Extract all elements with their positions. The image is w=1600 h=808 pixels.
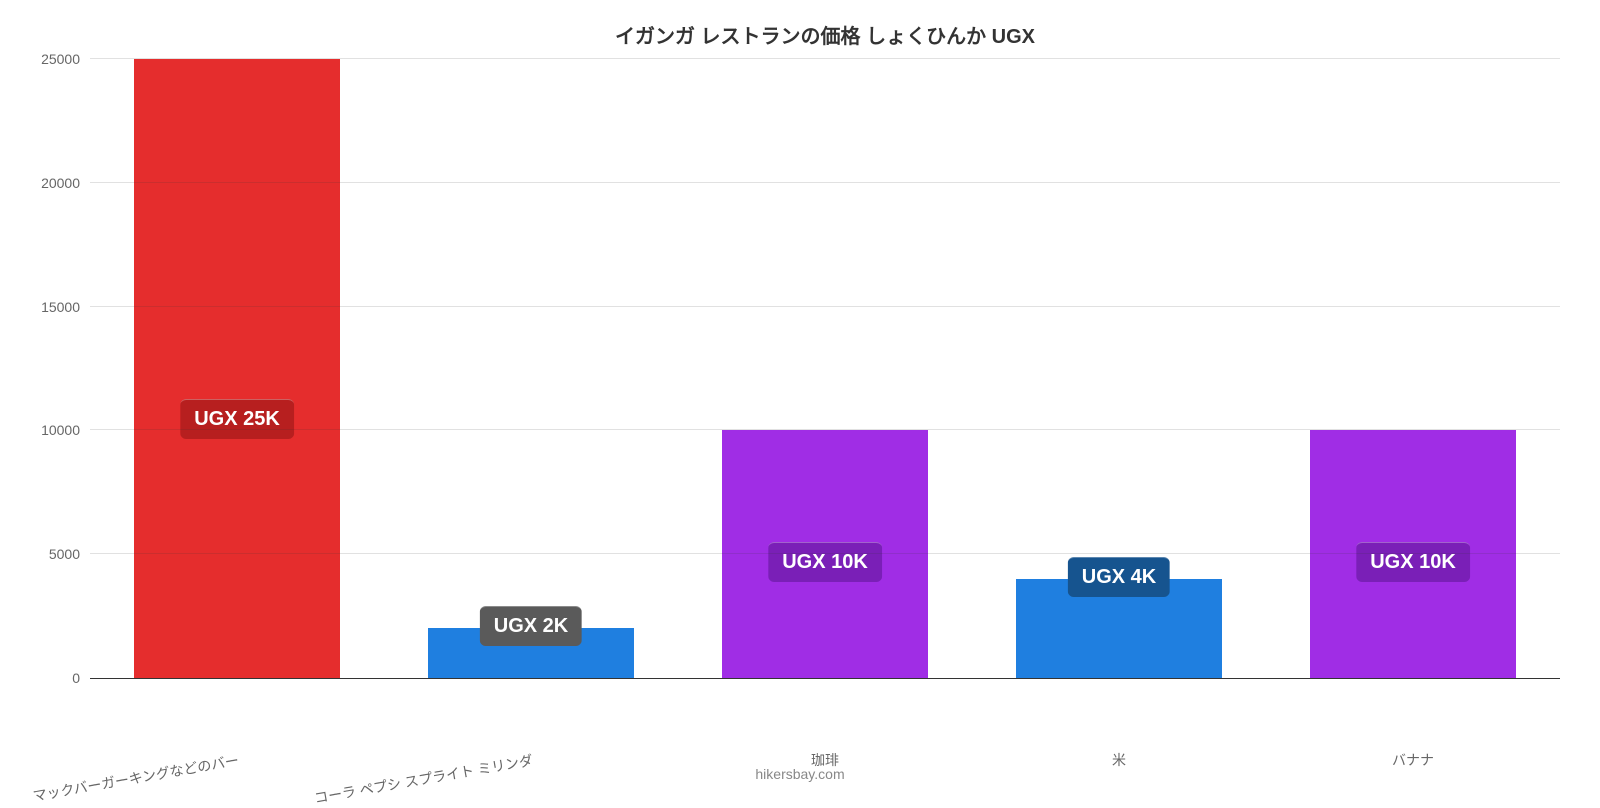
bar: UGX 4K <box>1016 579 1222 678</box>
bar-slot: UGX 4K <box>972 59 1266 678</box>
bar: UGX 10K <box>1310 430 1516 678</box>
y-tick-label: 25000 <box>41 51 90 67</box>
bar-slot: UGX 10K <box>678 59 972 678</box>
bar: UGX 10K <box>722 430 928 678</box>
y-tick-label: 5000 <box>49 546 90 562</box>
chart-container: イガンガ レストランの価格 しょくひんか UGX UGX 25KUGX 2KUG… <box>0 0 1600 800</box>
bar-slot: UGX 25K <box>90 59 384 678</box>
chart-title: イガンガ レストランの価格 しょくひんか UGX <box>90 20 1560 49</box>
gridline <box>90 182 1560 183</box>
attribution-text: hikersbay.com <box>0 766 1600 782</box>
bars-row: UGX 25K UGX 2K UGX 10K UGX 4K UGX 10K <box>90 59 1560 678</box>
gridline <box>90 306 1560 307</box>
bar-slot: UGX 2K <box>384 59 678 678</box>
bar-value-badge: UGX 25K <box>180 399 294 439</box>
gridline <box>90 429 1560 430</box>
bar: UGX 2K <box>428 628 634 678</box>
bar-value-badge: UGX 10K <box>1356 542 1470 582</box>
plot-area: UGX 25KUGX 2KUGX 10KUGX 4KUGX 10K 050001… <box>90 59 1560 679</box>
bar-value-badge: UGX 10K <box>768 542 882 582</box>
y-tick-label: 20000 <box>41 175 90 191</box>
gridline <box>90 553 1560 554</box>
bar-slot: UGX 10K <box>1266 59 1560 678</box>
bar: UGX 25K <box>134 59 340 678</box>
y-tick-label: 10000 <box>41 422 90 438</box>
y-tick-label: 0 <box>72 670 90 686</box>
bar-value-badge: UGX 4K <box>1068 557 1170 597</box>
bar-value-badge: UGX 2K <box>480 606 582 646</box>
gridline <box>90 58 1560 59</box>
y-tick-label: 15000 <box>41 299 90 315</box>
